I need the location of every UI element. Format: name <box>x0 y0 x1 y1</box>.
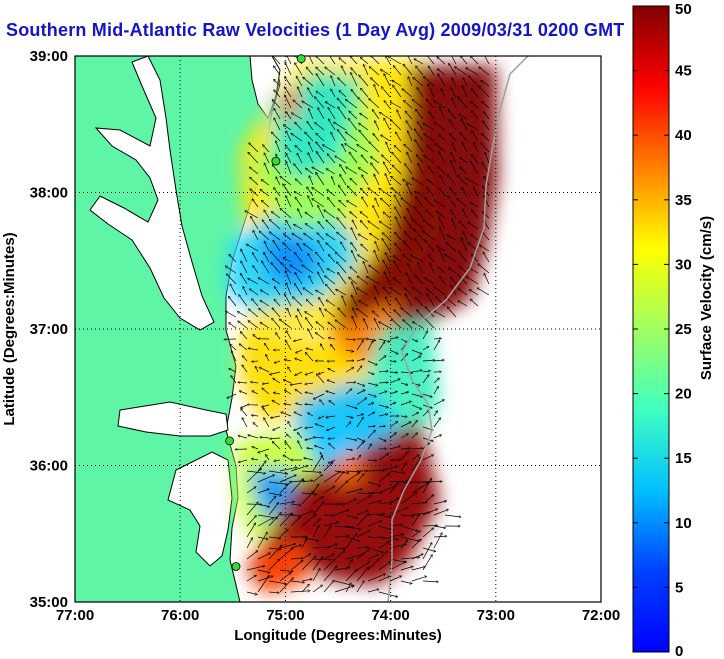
radar-stations <box>225 54 306 571</box>
colorbar-tick-label: 45 <box>675 63 692 80</box>
x-tick-label: 75:00 <box>266 607 304 624</box>
colorbar <box>632 5 670 653</box>
colorbar-tick-label: 50 <box>675 1 692 18</box>
colorbar-tick-label: 0 <box>675 643 683 659</box>
colorbar-tick-label: 20 <box>675 386 692 403</box>
colorbar-tick-label: 25 <box>675 321 692 338</box>
y-tick-label: 38:00 <box>30 185 68 202</box>
x-tick-label: 73:00 <box>477 607 515 624</box>
radar-station-marker <box>296 54 306 64</box>
y-tick-label: 39:00 <box>30 48 68 65</box>
colorbar-tick-label: 40 <box>675 127 692 144</box>
x-tick-label: 76:00 <box>161 607 199 624</box>
albemarle-sound <box>117 401 229 437</box>
colorbar-tick-label: 35 <box>675 192 692 209</box>
colorbar-tick-label: 5 <box>675 579 683 596</box>
longitude-ticks: 77:00 76:00 75:00 74:00 73:00 72:00 <box>56 607 620 624</box>
y-tick-label: 36:00 <box>30 458 68 475</box>
chesapeake-bay <box>89 56 215 331</box>
y-tick-label: 35:00 <box>30 594 68 611</box>
x-tick-label: 74:00 <box>371 607 409 624</box>
pamlico-sound <box>167 451 233 567</box>
colorbar-ticks: 0 5 10 15 20 25 30 35 40 45 50 <box>633 1 692 659</box>
velocity-region <box>262 230 322 286</box>
colorbar-tick-label: 30 <box>675 256 692 273</box>
velocity-region <box>250 470 300 520</box>
x-axis-label: Longitude (Degrees:Minutes) <box>234 627 442 644</box>
radar-station-marker <box>231 562 241 571</box>
colorbar-tick-label: 15 <box>675 450 692 467</box>
map-grid <box>75 56 601 602</box>
radar-station-marker <box>271 156 281 166</box>
isobath-line <box>387 56 529 602</box>
y-tick-label: 37:00 <box>30 321 68 338</box>
latitude-ticks: 39:00 38:00 37:00 36:00 35:00 <box>30 48 68 611</box>
x-tick-label: 77:00 <box>56 607 94 624</box>
velocity-region <box>336 450 362 486</box>
plot-frame <box>74 55 602 603</box>
radar-station-marker <box>225 436 235 446</box>
colorbar-tick-label: 10 <box>675 515 692 532</box>
map-title: Southern Mid-Atlantic Raw Velocities (1 … <box>6 20 625 40</box>
y-axis-label: Latitude (Degrees:Minutes) <box>1 232 18 425</box>
colorbar-label: Surface Velocity (cm/s) <box>698 216 715 380</box>
x-tick-label: 72:00 <box>582 607 620 624</box>
velocity-vectors <box>224 56 490 597</box>
